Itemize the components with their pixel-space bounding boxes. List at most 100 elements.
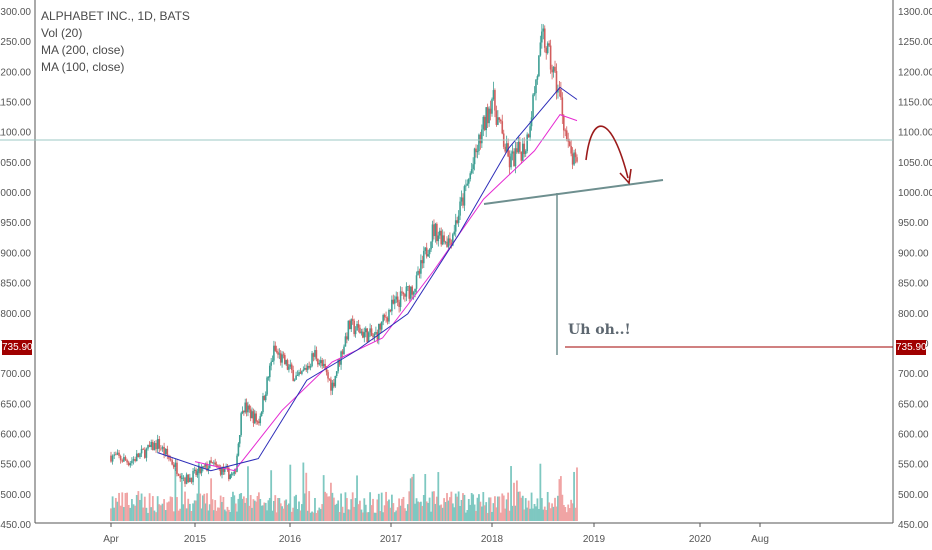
candle-body bbox=[560, 89, 562, 98]
legend-ma100[interactable]: MA (100, close) bbox=[41, 60, 125, 74]
volume-bar bbox=[537, 508, 540, 521]
volume-bar bbox=[435, 496, 438, 521]
volume-bars bbox=[110, 461, 578, 521]
annotation-text[interactable]: Uh oh..! bbox=[568, 322, 631, 338]
candle-body bbox=[196, 471, 199, 476]
candle-body bbox=[132, 459, 135, 461]
candle-body bbox=[422, 250, 425, 264]
candle-body bbox=[389, 309, 392, 312]
projection-arrow[interactable] bbox=[585, 125, 629, 179]
candle-body bbox=[240, 413, 242, 436]
legend-ma200[interactable]: MA (200, close) bbox=[41, 43, 125, 57]
candle-body bbox=[140, 448, 143, 454]
candle-body bbox=[115, 454, 117, 456]
volume-bar bbox=[110, 508, 112, 521]
volume-bar bbox=[574, 507, 577, 521]
volume-bar bbox=[126, 492, 128, 521]
volume-bar bbox=[555, 506, 558, 521]
y-tick-left: 500.00 bbox=[0, 490, 31, 501]
candle-body bbox=[467, 179, 470, 184]
volume-bar bbox=[226, 506, 229, 521]
volume-bar bbox=[121, 492, 124, 521]
volume-bar bbox=[348, 509, 351, 521]
volume-bar bbox=[409, 478, 412, 521]
candle-body bbox=[298, 372, 300, 376]
candle-body bbox=[571, 153, 574, 165]
candle-body bbox=[510, 153, 512, 168]
candle-body bbox=[574, 152, 577, 158]
candle-body bbox=[417, 270, 419, 276]
legend-symbol[interactable]: ALPHABET INC., 1D, BATS bbox=[41, 9, 190, 23]
y-tick-left: 950.00 bbox=[0, 218, 31, 229]
candle-body bbox=[258, 421, 260, 424]
candle-body bbox=[259, 416, 262, 424]
price-badge-left: 735.90 bbox=[2, 340, 33, 355]
volume-bar bbox=[259, 499, 262, 521]
candle-body bbox=[251, 411, 253, 419]
volume-bar bbox=[293, 496, 296, 521]
candle-body bbox=[155, 442, 157, 450]
candle-body bbox=[473, 148, 476, 165]
volume-bar bbox=[318, 507, 321, 521]
volume-bar bbox=[255, 501, 258, 521]
volume-bar bbox=[232, 491, 234, 521]
volume-bar bbox=[122, 506, 125, 521]
volume-bar bbox=[359, 500, 361, 521]
volume-bar bbox=[542, 509, 545, 521]
candle-body bbox=[373, 333, 376, 337]
volume-bar bbox=[486, 512, 489, 521]
trend-line[interactable] bbox=[483, 179, 664, 205]
volume-bar bbox=[341, 506, 344, 521]
candle-body bbox=[147, 444, 149, 449]
volume-bar bbox=[210, 478, 213, 521]
volume-bar bbox=[419, 501, 422, 521]
candle-body bbox=[273, 345, 275, 361]
volume-bar bbox=[551, 503, 553, 521]
candle-body bbox=[398, 302, 400, 307]
volume-bar bbox=[460, 499, 463, 521]
volume-bar bbox=[516, 480, 518, 521]
candle-body bbox=[281, 354, 283, 363]
candle-body bbox=[546, 43, 549, 54]
volume-bar bbox=[277, 498, 279, 521]
legend-volume[interactable]: Vol (20) bbox=[41, 26, 83, 40]
volume-bar bbox=[532, 508, 534, 521]
candle-body bbox=[274, 345, 277, 351]
volume-bar bbox=[335, 503, 338, 521]
candle-body bbox=[452, 234, 454, 246]
volume-bar bbox=[546, 491, 549, 521]
time-scale[interactable]: Apr 2015 2016 2017 2018 2019 2020 Aug bbox=[103, 523, 769, 545]
candle-body bbox=[558, 89, 561, 91]
candle-body bbox=[552, 66, 555, 73]
volume-bar bbox=[147, 512, 149, 521]
volume-bar bbox=[172, 511, 175, 521]
candle-body bbox=[270, 361, 272, 366]
volume-bar bbox=[568, 508, 571, 521]
volume-bar bbox=[443, 498, 446, 521]
candle-body bbox=[277, 351, 279, 355]
volume-bar bbox=[263, 502, 266, 521]
candle-body bbox=[322, 363, 325, 367]
volume-bar bbox=[457, 491, 460, 521]
candle-body bbox=[223, 467, 226, 472]
volume-bar bbox=[558, 479, 561, 521]
ma100-line bbox=[194, 114, 578, 472]
candle-body bbox=[229, 474, 232, 480]
volume-bar bbox=[229, 512, 232, 521]
volume-bar bbox=[507, 492, 510, 521]
candle-body bbox=[119, 455, 122, 461]
volume-bar bbox=[176, 497, 178, 521]
candle-body bbox=[199, 466, 201, 474]
candle-body bbox=[344, 336, 347, 347]
volume-bar bbox=[334, 504, 337, 521]
candle-body bbox=[395, 296, 398, 300]
candle-body bbox=[568, 141, 571, 146]
volume-bar bbox=[137, 491, 140, 521]
volume-bar bbox=[155, 512, 157, 521]
candle-body bbox=[513, 151, 515, 167]
candle-body bbox=[351, 319, 354, 321]
volume-bar bbox=[408, 491, 411, 521]
candle-body bbox=[206, 463, 208, 471]
volume-bar bbox=[118, 492, 120, 521]
